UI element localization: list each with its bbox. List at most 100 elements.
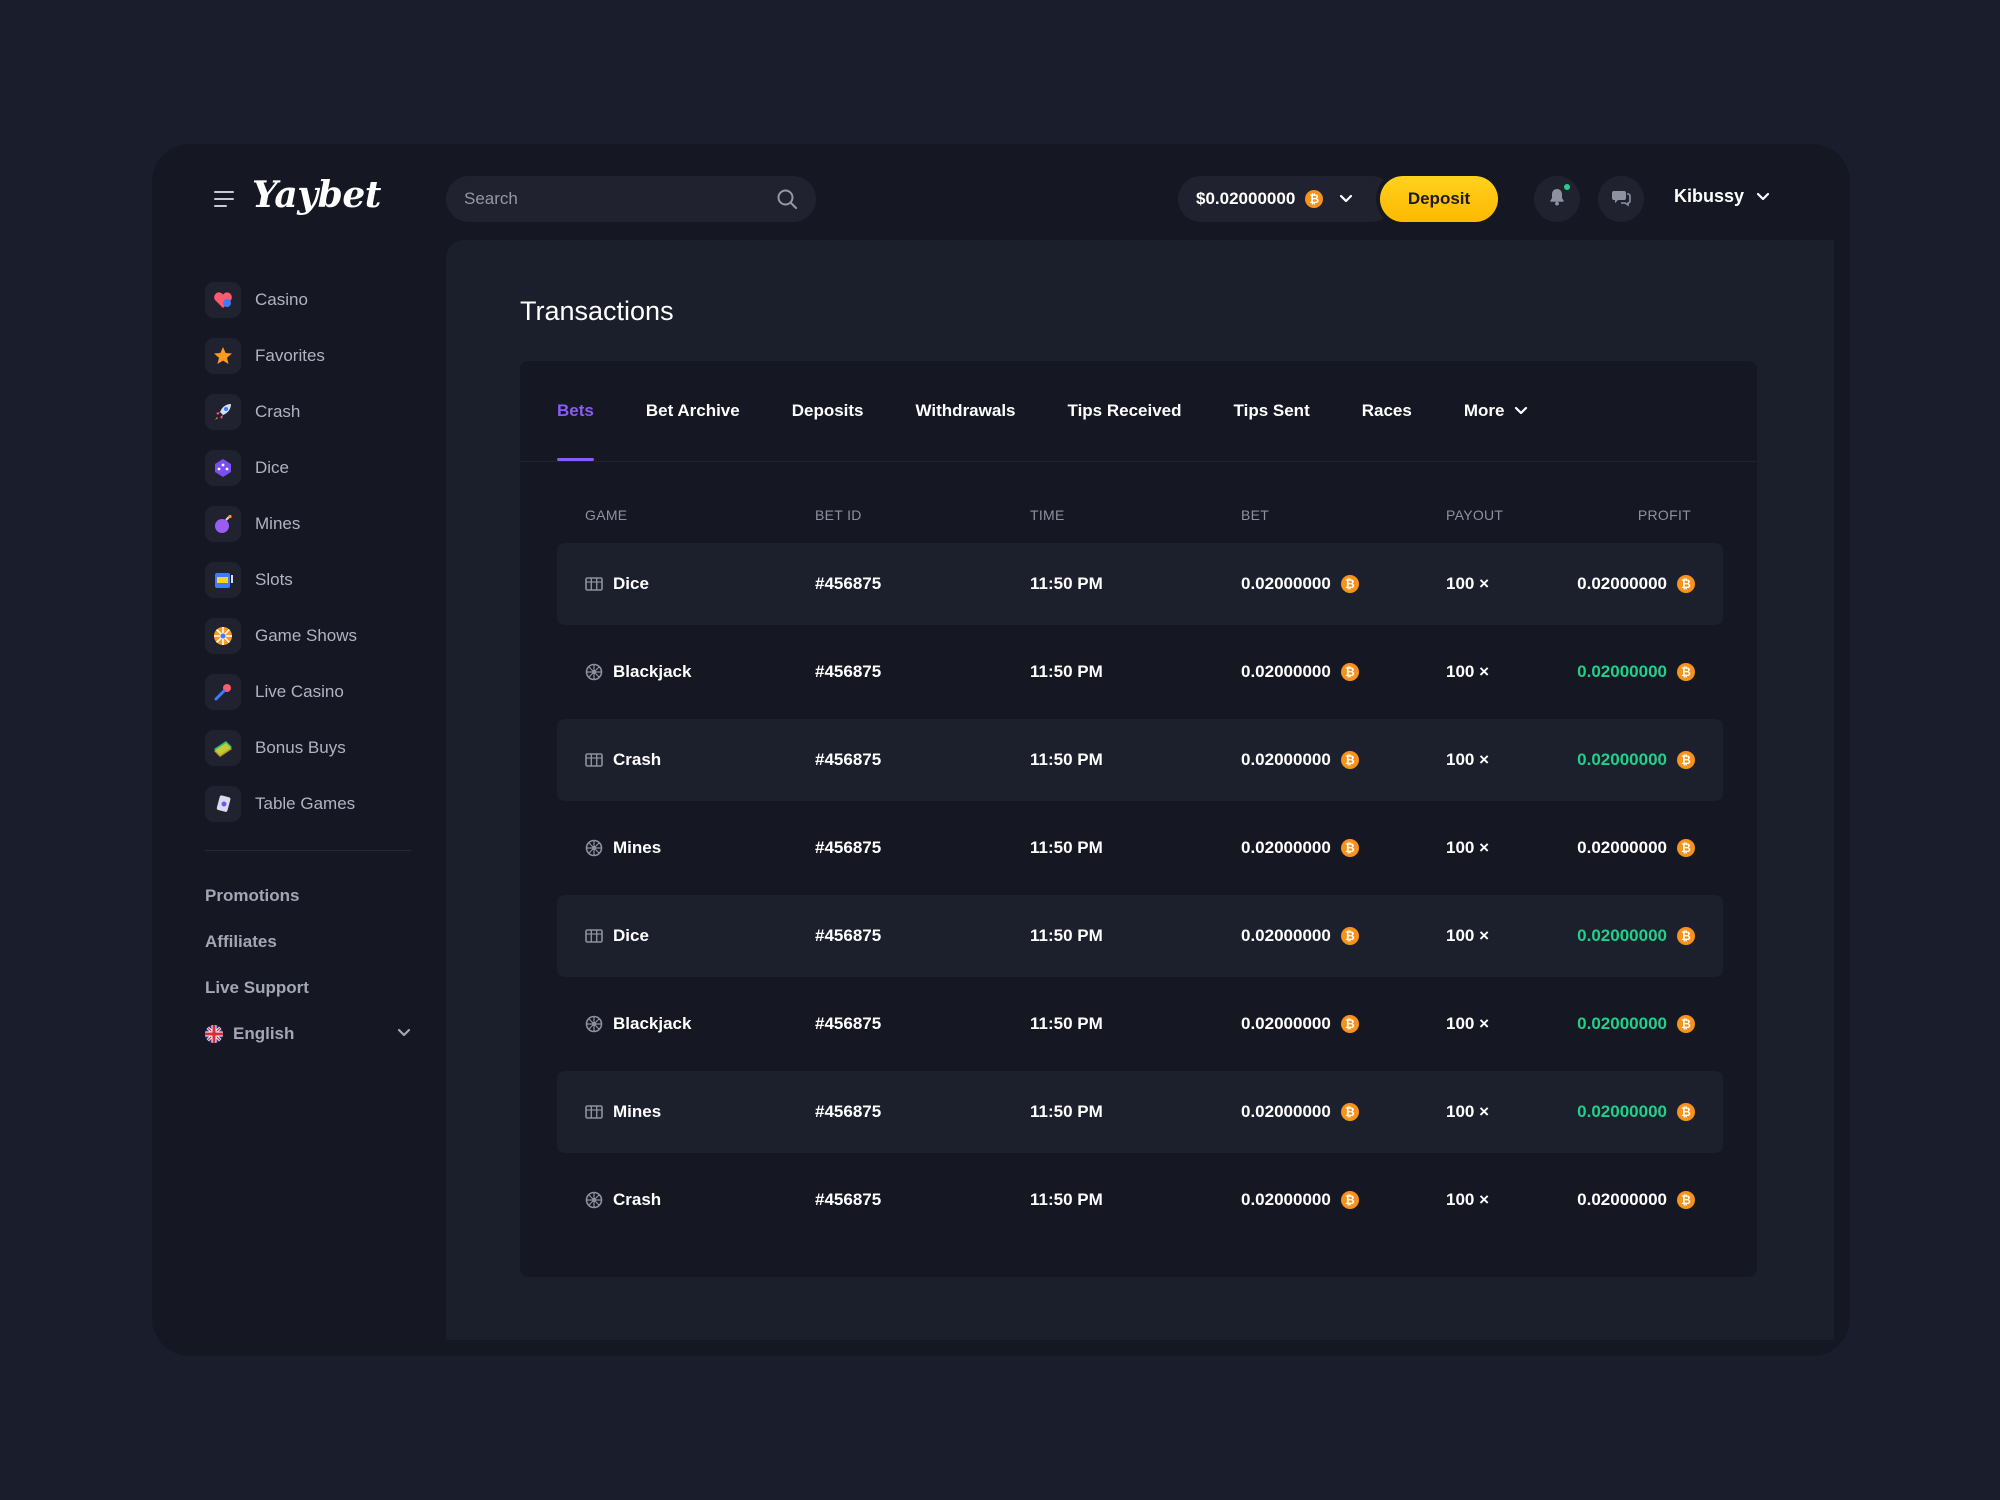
payout-multiplier: 100 ×	[1446, 750, 1490, 769]
bitcoin-icon: ₿	[1340, 839, 1359, 857]
tab-tips-received[interactable]: Tips Received	[1067, 401, 1182, 420]
profit-amount: 0.02000000	[1577, 1102, 1667, 1121]
tab-bet-archive[interactable]: Bet Archive	[645, 401, 740, 420]
cell-game: Dice	[585, 543, 649, 625]
game-name: Dice	[613, 926, 649, 945]
sidebar-item-label: Table Games	[255, 794, 356, 813]
app-window: Yaybet $0.02000000 ₿ Deposit Kibussy	[152, 144, 1850, 1356]
table-row[interactable]: Crash #456875 11:50 PM 0.02000000 ₿ 100 × 0.02…	[557, 719, 1723, 801]
notifications-button[interactable]	[1534, 176, 1580, 222]
table-row[interactable]: Mines #456875 11:50 PM 0.02000000 ₿ 100 × 0.02…	[557, 1071, 1723, 1153]
page-title: Transactions	[520, 296, 674, 326]
table-row[interactable]: Mines #456875 11:50 PM 0.02000000 ₿ 100 × 0.02…	[557, 807, 1723, 889]
cell-payout: 100 ×	[1446, 1071, 1489, 1153]
cell-bet: 0.02000000 ₿	[1241, 631, 1359, 713]
slot-machine-icon	[585, 927, 603, 945]
cell-time: 11:50 PM	[1030, 631, 1103, 713]
search-input[interactable]	[464, 189, 776, 209]
cell-bet-id: #456875	[815, 983, 881, 1065]
profit-amount: 0.02000000	[1577, 1190, 1667, 1209]
payout-multiplier: 100 ×	[1446, 662, 1490, 681]
game-name: Mines	[613, 1102, 662, 1121]
sidebar-item-mines[interactable]: Mines	[205, 496, 411, 552]
cell-time: 11:50 PM	[1030, 807, 1103, 889]
sidebar-item-crash[interactable]: Crash	[205, 384, 411, 440]
dice-icon	[205, 450, 241, 486]
cell-game: Blackjack	[585, 983, 691, 1065]
cell-payout: 100 ×	[1446, 895, 1489, 977]
menu-icon[interactable]	[214, 191, 234, 207]
bitcoin-icon: ₿	[1340, 1191, 1359, 1209]
tab-bets[interactable]: Bets	[557, 361, 594, 461]
search-icon[interactable]	[776, 188, 798, 210]
bet-id: #456875	[815, 750, 882, 769]
link-live-support[interactable]: Live Support	[205, 978, 309, 997]
sidebar-item-slots[interactable]: Slots	[205, 552, 411, 608]
tab-more[interactable]: More	[1464, 361, 1529, 461]
table-row[interactable]: Crash #456875 11:50 PM 0.02000000 ₿ 100 × 0.02…	[557, 1159, 1723, 1241]
tab-withdrawals[interactable]: Withdrawals	[915, 401, 1016, 420]
table-row[interactable]: Blackjack #456875 11:50 PM 0.02000000 ₿ 100 ×…	[557, 983, 1723, 1065]
sidebar-item-label: Slots	[255, 570, 293, 589]
column-header-bet: BET	[1241, 507, 1270, 523]
chat-button[interactable]	[1598, 176, 1644, 222]
link-affiliates[interactable]: Affiliates	[205, 932, 277, 951]
user-menu[interactable]: Kibussy	[1674, 186, 1770, 207]
cell-profit: 0.02000000 ₿	[1577, 1159, 1695, 1241]
profit-amount: 0.02000000	[1577, 838, 1667, 857]
bitcoin-icon: ₿	[1340, 1103, 1359, 1121]
sidebar-item-live-casino[interactable]: Live Casino	[205, 664, 411, 720]
cell-payout: 100 ×	[1446, 719, 1489, 801]
cell-profit: 0.02000000 ₿	[1577, 895, 1695, 977]
slot-machine-icon	[585, 1103, 603, 1121]
bitcoin-icon: ₿	[1677, 1191, 1695, 1209]
uk-flag-icon	[205, 1025, 223, 1043]
chat-icon	[1611, 187, 1631, 212]
sidebar-item-bonus-buys[interactable]: Bonus Buys	[205, 720, 411, 776]
tab-tips-sent[interactable]: Tips Sent	[1233, 401, 1310, 420]
wheel-icon	[205, 618, 241, 654]
table-row[interactable]: Dice #456875 11:50 PM 0.02000000 ₿ 100 × 0.020…	[557, 895, 1723, 977]
bet-amount: 0.02000000	[1241, 750, 1331, 769]
game-name: Dice	[613, 574, 649, 593]
cell-game: Mines	[585, 807, 661, 889]
sidebar-item-label: Bonus Buys	[255, 738, 346, 757]
bet-time: 11:50 PM	[1030, 1190, 1103, 1209]
language-selector[interactable]: English	[205, 1011, 411, 1057]
cell-game: Mines	[585, 1071, 661, 1153]
cell-profit: 0.02000000 ₿	[1577, 631, 1695, 713]
deposit-button[interactable]: Deposit	[1380, 176, 1498, 222]
bet-time: 11:50 PM	[1030, 1102, 1103, 1121]
cell-bet-id: #456875	[815, 1159, 881, 1241]
cell-profit: 0.02000000 ₿	[1577, 983, 1695, 1065]
cell-profit: 0.02000000 ₿	[1577, 543, 1695, 625]
rocket-icon	[205, 394, 241, 430]
bet-amount: 0.02000000	[1241, 926, 1331, 945]
cell-bet-id: #456875	[815, 719, 881, 801]
tab-races[interactable]: Races	[1361, 401, 1412, 420]
sidebar-item-label: Mines	[255, 514, 301, 533]
payout-multiplier: 100 ×	[1446, 1102, 1490, 1121]
table-row[interactable]: Dice #456875 11:50 PM 0.02000000 ₿ 100 × 0.020…	[557, 543, 1723, 625]
logo[interactable]: Yaybet	[252, 174, 381, 216]
search-bar[interactable]	[446, 176, 816, 222]
slot-machine-icon	[585, 575, 603, 593]
balance-selector[interactable]: $0.02000000 ₿	[1178, 176, 1394, 222]
link-promotions[interactable]: Promotions	[205, 886, 300, 905]
bet-time: 11:50 PM	[1030, 574, 1103, 593]
sidebar-item-dice[interactable]: Dice	[205, 440, 411, 496]
bet-id: #456875	[815, 838, 882, 857]
slot-machine-icon	[585, 751, 603, 769]
sidebar-item-table-games[interactable]: Table Games	[205, 776, 411, 832]
bet-id: #456875	[815, 662, 882, 681]
sidebar-item-game-shows[interactable]: Game Shows	[205, 608, 411, 664]
bet-time: 11:50 PM	[1030, 1014, 1103, 1033]
column-header-payout: PAYOUT	[1446, 507, 1504, 523]
column-header-time: TIME	[1030, 507, 1065, 523]
profit-amount: 0.02000000	[1577, 750, 1667, 769]
tab-deposits[interactable]: Deposits	[791, 401, 864, 420]
tab-divider	[520, 461, 1757, 462]
sidebar-item-casino[interactable]: Casino	[205, 272, 411, 328]
sidebar-item-favorites[interactable]: Favorites	[205, 328, 411, 384]
table-row[interactable]: Blackjack #456875 11:50 PM 0.02000000 ₿ 100 ×…	[557, 631, 1723, 713]
